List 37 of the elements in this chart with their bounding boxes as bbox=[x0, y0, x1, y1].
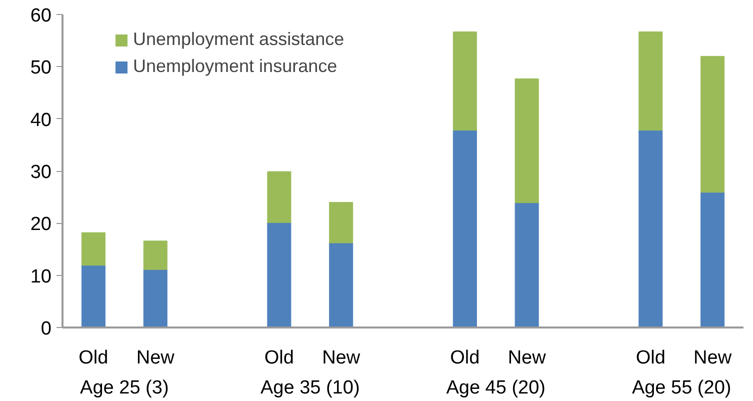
legend-label: Unemployment assistance bbox=[133, 29, 344, 50]
bar bbox=[143, 269, 168, 328]
x-tick-label: Old bbox=[264, 348, 294, 368]
y-tick-label: 60 bbox=[30, 6, 52, 26]
x-tick-label: Old bbox=[450, 348, 480, 368]
bar bbox=[81, 232, 106, 266]
text: Age 55 (20) bbox=[632, 378, 732, 398]
x-tick-label: New bbox=[136, 348, 175, 368]
y-tick-label: 20 bbox=[30, 214, 52, 236]
bar bbox=[700, 192, 725, 328]
bar bbox=[700, 56, 725, 193]
bar bbox=[143, 240, 168, 270]
y-tick-label: 50 bbox=[30, 58, 52, 79]
text: Age 25 (3) bbox=[80, 378, 169, 398]
bar bbox=[81, 265, 106, 328]
y-tick-label: 30 bbox=[30, 162, 52, 183]
text: Age 35 (10) bbox=[260, 378, 360, 398]
text: Age 45 (20) bbox=[446, 378, 546, 398]
y-tick-label: 10 bbox=[30, 266, 52, 288]
x-tick-label: New bbox=[694, 348, 732, 368]
bar bbox=[638, 31, 663, 131]
bar bbox=[638, 130, 663, 328]
y-tick-label: 0 bbox=[40, 318, 52, 340]
x-tick-label: Old bbox=[636, 348, 666, 368]
bar bbox=[267, 222, 292, 328]
legend-label: Unemployment insurance bbox=[133, 56, 338, 77]
bar bbox=[329, 202, 354, 244]
bar bbox=[267, 171, 292, 223]
x-tick-label: New bbox=[508, 348, 546, 368]
x-tick-label: Old bbox=[78, 348, 108, 368]
y-tick-label: 40 bbox=[30, 110, 52, 131]
bar bbox=[329, 242, 354, 328]
bar bbox=[514, 78, 539, 204]
bar bbox=[514, 202, 539, 328]
bar bbox=[452, 130, 477, 328]
bar bbox=[452, 31, 477, 131]
x-tick-label: New bbox=[322, 348, 360, 368]
